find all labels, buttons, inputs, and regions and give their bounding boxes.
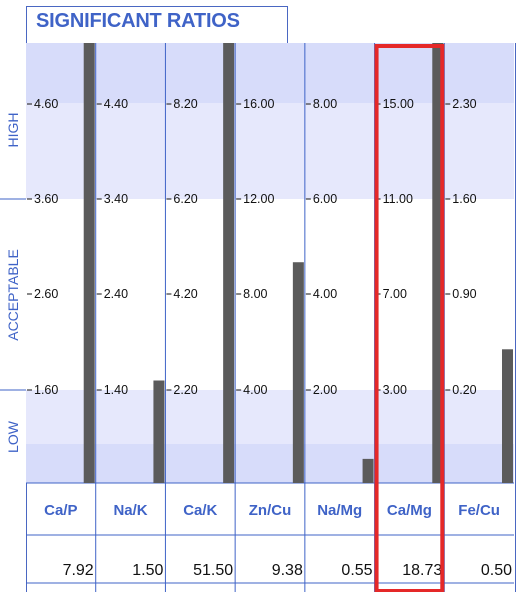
chart-title-tab	[26, 6, 288, 43]
column-label: Ca/K	[183, 502, 217, 519]
highlight-frame	[374, 44, 445, 592]
column-label: Na/K	[113, 502, 147, 519]
value-label: 18.73	[402, 562, 442, 579]
value-label: 1.50	[132, 562, 163, 579]
bar-zn-cu	[292, 262, 304, 483]
tick-label: 4.40	[104, 97, 128, 111]
tick-label: 3.00	[383, 383, 407, 397]
tick-label: 2.30	[452, 97, 476, 111]
tick-label: 1.40	[104, 383, 128, 397]
tick-label: 3.40	[104, 192, 128, 206]
tick-label: 4.00	[243, 383, 267, 397]
tick-label: 15.00	[383, 97, 414, 111]
tick-label: 4.00	[313, 287, 337, 301]
tick-labels: 4.60 3.60 2.60 1.60 4.40 3.40 2.40 1.40 8.20 6.20…	[27, 97, 477, 397]
bar-na-k	[153, 380, 165, 483]
column-label: Na/Mg	[317, 502, 362, 519]
zone-label-high: HIGH	[5, 113, 21, 148]
chart-title: SIGNIFICANT RATIOS	[36, 10, 240, 32]
tick-label: 8.20	[173, 97, 197, 111]
tick-label: 6.00	[313, 192, 337, 206]
bar-ca-k	[223, 43, 235, 483]
tick-label: 8.00	[243, 287, 267, 301]
value-label: 7.92	[63, 562, 94, 579]
tick-label: 4.60	[34, 97, 58, 111]
zone-label-low: LOW	[5, 420, 21, 453]
tick-label: 1.60	[34, 383, 58, 397]
column-label: Ca/Mg	[387, 502, 432, 519]
value-label: 9.38	[272, 562, 303, 579]
bar-ca-p	[83, 43, 95, 483]
tick-label: 1.60	[452, 192, 476, 206]
column-footer: Ca/P 7.92 Na/K 1.50 Ca/K 51.50 Zn/Cu 9.38 Na/Mg 0…	[44, 502, 512, 579]
tick-label: 2.20	[173, 383, 197, 397]
column-label: Ca/P	[44, 502, 77, 519]
tick-label: 3.60	[34, 192, 58, 206]
tick-label: 2.00	[313, 383, 337, 397]
tick-label: 7.00	[383, 287, 407, 301]
bar-fe-cu	[502, 349, 513, 483]
tick-label: 12.00	[243, 192, 274, 206]
bar-ca-mg	[432, 43, 444, 483]
bar-na-mg	[362, 458, 374, 483]
tick-label: 6.20	[173, 192, 197, 206]
tick-label: 11.00	[383, 192, 413, 206]
tick-label: 0.90	[452, 287, 476, 301]
tick-label: 0.20	[452, 383, 476, 397]
value-label: 0.55	[341, 562, 372, 579]
value-label: 51.50	[193, 562, 233, 579]
column-label: Fe/Cu	[458, 502, 500, 519]
tick-label: 2.40	[104, 287, 128, 301]
highlight-box	[374, 44, 445, 592]
tick-label: 16.00	[243, 97, 274, 111]
zone-labels: HIGH ACCEPTABLE LOW	[5, 113, 21, 453]
tick-label: 8.00	[313, 97, 337, 111]
column-label: Zn/Cu	[249, 502, 292, 519]
tick-label: 2.60	[34, 287, 58, 301]
bars	[83, 43, 513, 483]
value-label: 0.50	[481, 562, 512, 579]
zone-label-acceptable: ACCEPTABLE	[5, 249, 21, 341]
tick-label: 4.20	[173, 287, 197, 301]
